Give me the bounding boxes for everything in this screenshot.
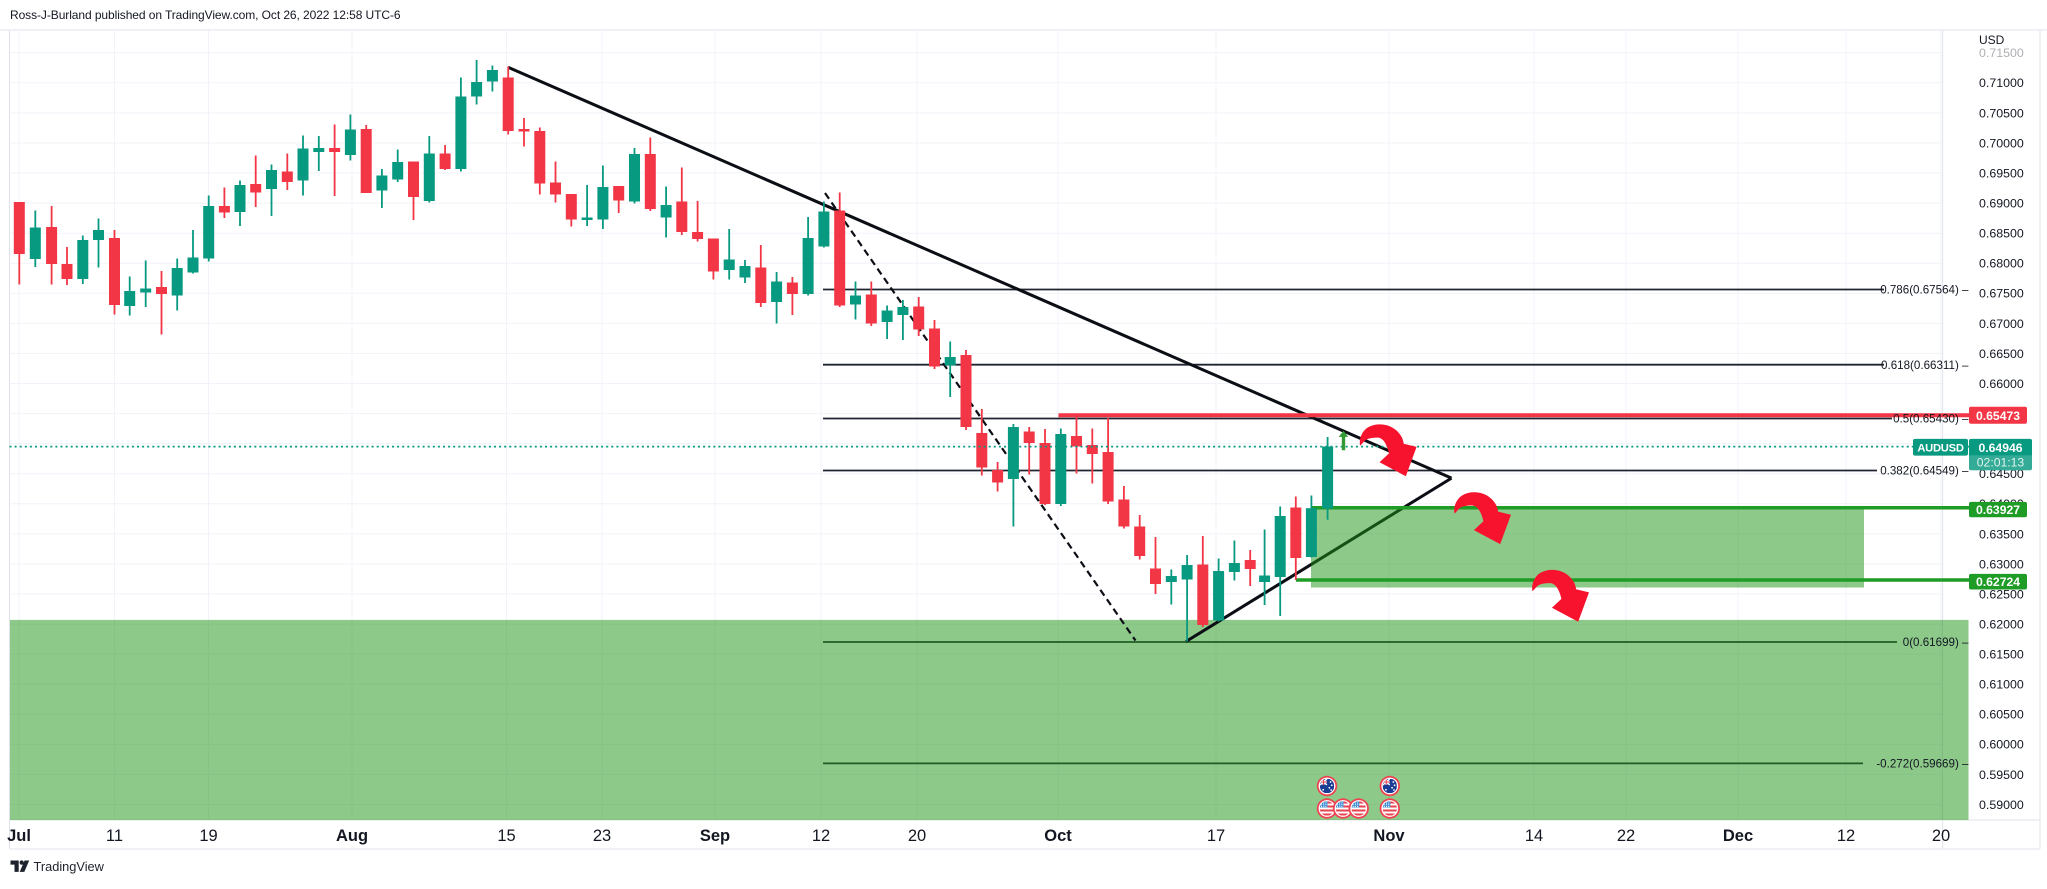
svg-text:0.62500: 0.62500 <box>1979 587 2024 601</box>
svg-text:0.61000: 0.61000 <box>1979 678 2024 692</box>
svg-text:0.68500: 0.68500 <box>1979 227 2024 241</box>
svg-text:0.65473: 0.65473 <box>1976 409 2020 423</box>
svg-text:Aug: Aug <box>336 827 368 845</box>
svg-text:14: 14 <box>1525 827 1543 845</box>
svg-text:0.60000: 0.60000 <box>1979 738 2024 752</box>
svg-text:Nov: Nov <box>1373 827 1405 845</box>
svg-text:0.64500: 0.64500 <box>1979 467 2024 481</box>
svg-text:0.62000: 0.62000 <box>1979 618 2024 632</box>
svg-text:12: 12 <box>812 827 830 845</box>
svg-text:0.66000: 0.66000 <box>1979 377 2024 391</box>
svg-text:11: 11 <box>106 827 123 845</box>
svg-text:0.786(0.67564) –: 0.786(0.67564) – <box>1880 284 1969 297</box>
svg-text:0.68000: 0.68000 <box>1979 257 2024 271</box>
svg-text:02:01:13: 02:01:13 <box>1977 456 2025 470</box>
svg-text:0.67000: 0.67000 <box>1979 317 2024 331</box>
svg-text:0(0.61699) –: 0(0.61699) – <box>1903 636 1969 649</box>
svg-text:Jul: Jul <box>7 827 31 845</box>
svg-text:0.382(0.64549) –: 0.382(0.64549) – <box>1880 465 1969 478</box>
svg-text:20: 20 <box>908 827 926 845</box>
svg-text:0.5(0.65430) –: 0.5(0.65430) – <box>1893 413 1969 426</box>
svg-text:22: 22 <box>1617 827 1635 845</box>
svg-text:0.70500: 0.70500 <box>1979 106 2024 120</box>
svg-text:0.63927: 0.63927 <box>1976 503 2020 517</box>
svg-text:AUDUSD: AUDUSD <box>1917 443 1964 455</box>
svg-text:0.61500: 0.61500 <box>1979 648 2024 662</box>
svg-text:USD: USD <box>1979 33 2005 47</box>
svg-text:0.59500: 0.59500 <box>1979 768 2024 782</box>
svg-text:0.71000: 0.71000 <box>1979 76 2024 90</box>
svg-text:-0.272(0.59669) –: -0.272(0.59669) – <box>1876 758 1969 771</box>
svg-text:Ross-J-Burland published on Tr: Ross-J-Burland published on TradingView.… <box>10 8 401 22</box>
svg-text:0.67500: 0.67500 <box>1979 287 2024 301</box>
svg-text:0.63500: 0.63500 <box>1979 527 2024 541</box>
svg-text:0.69500: 0.69500 <box>1979 166 2024 180</box>
svg-text:TradingView: TradingView <box>34 859 105 874</box>
svg-text:0.64946: 0.64946 <box>1978 441 2022 455</box>
svg-text:Sep: Sep <box>700 827 730 845</box>
svg-text:19: 19 <box>199 827 217 845</box>
svg-text:0.69000: 0.69000 <box>1979 197 2024 211</box>
svg-text:0.60500: 0.60500 <box>1979 708 2024 722</box>
svg-text:0.71500: 0.71500 <box>1979 46 2024 60</box>
svg-text:Oct: Oct <box>1044 827 1072 845</box>
svg-text:12: 12 <box>1837 827 1855 845</box>
svg-text:0.59000: 0.59000 <box>1979 798 2024 812</box>
svg-text:20: 20 <box>1932 827 1950 845</box>
svg-text:0.618(0.66311) –: 0.618(0.66311) – <box>1881 359 1969 372</box>
svg-text:0.63000: 0.63000 <box>1979 557 2024 571</box>
svg-text:Dec: Dec <box>1723 827 1753 845</box>
svg-text:15: 15 <box>497 827 515 845</box>
svg-text:23: 23 <box>593 827 611 845</box>
svg-text:0.70000: 0.70000 <box>1979 136 2024 150</box>
svg-text:17: 17 <box>1207 827 1225 845</box>
svg-text:0.66500: 0.66500 <box>1979 347 2024 361</box>
svg-text:0.62724: 0.62724 <box>1976 575 2020 589</box>
